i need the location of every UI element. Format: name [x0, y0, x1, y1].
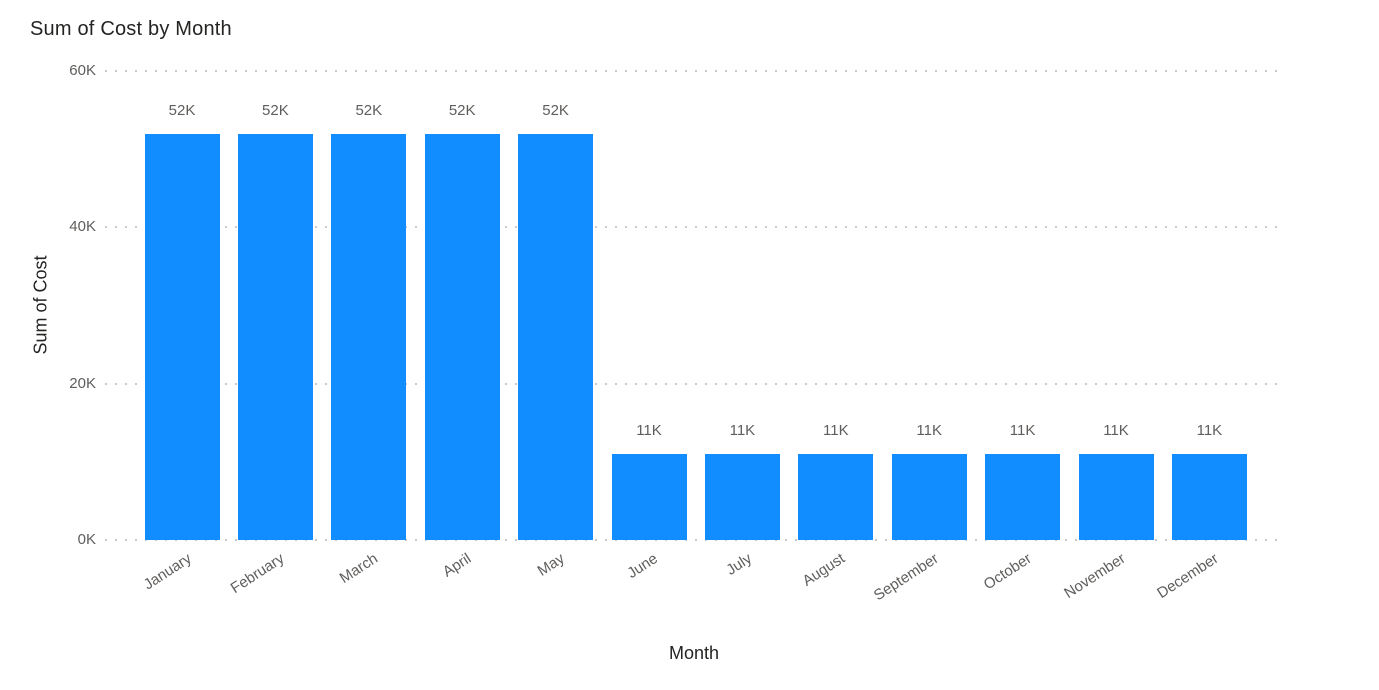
bar-april[interactable] — [424, 133, 500, 540]
gridline-60K — [105, 70, 1283, 72]
gridline-40K — [105, 226, 1283, 229]
bar-january[interactable] — [144, 133, 220, 540]
x-axis-category-label: April — [440, 550, 475, 581]
bar-data-label: 11K — [1009, 422, 1036, 440]
bar-october[interactable] — [985, 454, 1061, 540]
x-axis-title: Month — [668, 643, 720, 663]
bar-june[interactable] — [611, 454, 687, 540]
bar-data-label: 52K — [168, 101, 196, 119]
x-axis-category-label: May — [534, 550, 568, 580]
x-axis-category-label: November — [1060, 550, 1129, 602]
x-axis-category-label: January — [140, 550, 195, 594]
x-axis-category-label: December — [1154, 550, 1222, 602]
x-axis-category-label: July — [723, 550, 755, 579]
bar-december[interactable] — [1171, 454, 1247, 540]
x-axis-category-label: September — [870, 550, 942, 605]
bar-data-label: 11K — [1103, 422, 1129, 440]
bar-july[interactable] — [704, 454, 780, 540]
bar-data-label: 52K — [448, 101, 476, 119]
x-axis-category-label: October — [980, 550, 1035, 594]
bar-november[interactable] — [1078, 454, 1154, 540]
gridline-0K — [105, 539, 1283, 541]
bar-september[interactable] — [891, 454, 967, 540]
x-axis-category-label: August — [799, 550, 849, 590]
bar-may[interactable] — [518, 133, 594, 540]
x-axis-category-label: February — [228, 550, 288, 597]
bar-march[interactable] — [331, 133, 407, 540]
y-axis-tick-label: 20K — [69, 374, 96, 392]
bar-data-label: 52K — [262, 101, 289, 119]
bar-february[interactable] — [237, 133, 313, 540]
bar-data-label: 11K — [823, 422, 849, 440]
bar-data-label: 11K — [1196, 422, 1223, 440]
chart-title: Sum of Cost by Month — [30, 18, 232, 40]
y-axis-tick-label: 0K — [77, 531, 96, 548]
bar-august[interactable] — [798, 454, 874, 540]
y-axis-title: Sum of Cost — [30, 255, 51, 355]
bar-data-label: 52K — [542, 101, 569, 119]
gridline-20K — [105, 382, 1283, 385]
bar-data-label: 11K — [916, 422, 942, 440]
bar-data-label: 11K — [729, 422, 756, 440]
bar-data-label: 11K — [636, 422, 662, 440]
y-axis-tick-label: 40K — [69, 218, 96, 236]
x-axis-category-label: June — [624, 550, 662, 582]
x-axis-category-label: March — [336, 550, 382, 587]
y-axis-tick-label: 60K — [69, 62, 96, 79]
bar-data-label: 52K — [355, 101, 383, 119]
